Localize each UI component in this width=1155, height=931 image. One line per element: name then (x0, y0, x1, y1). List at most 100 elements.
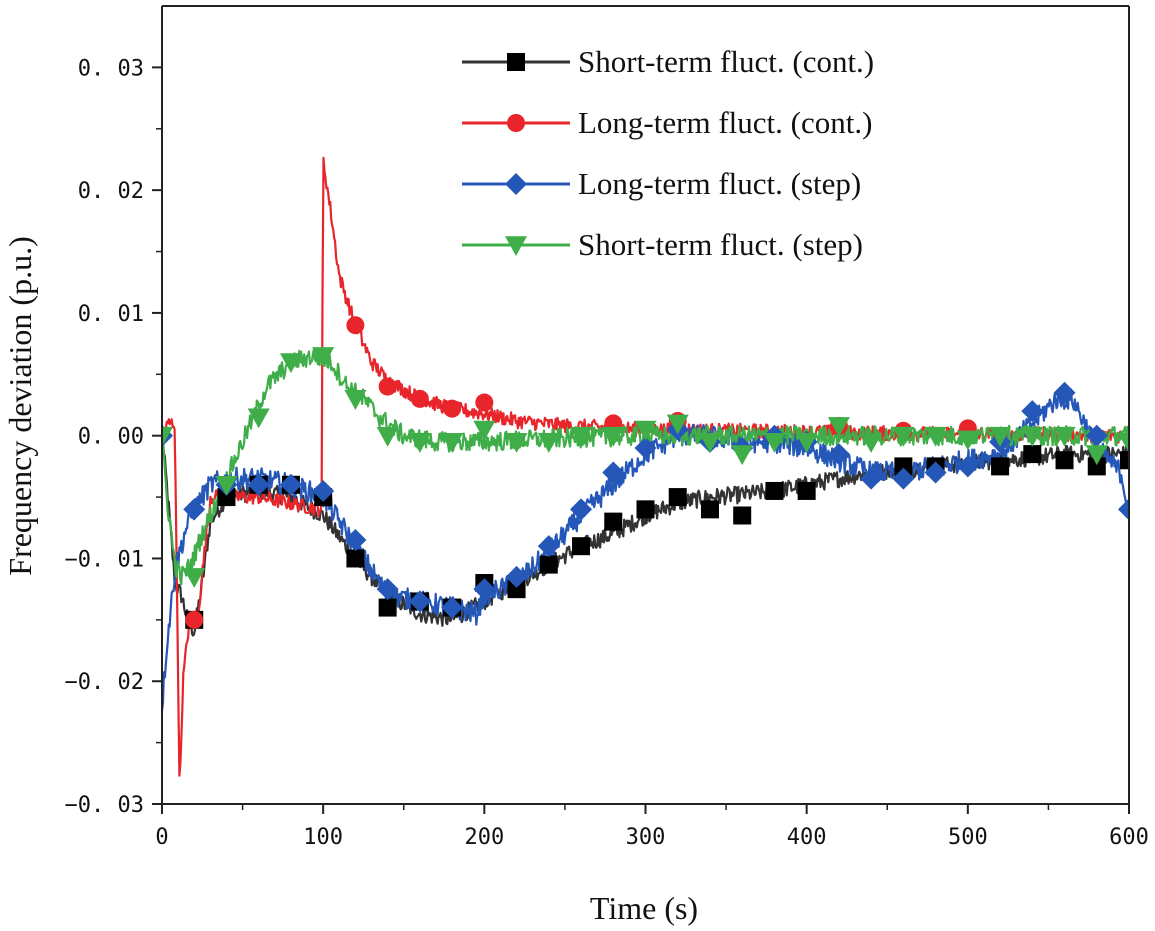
marker-s3-1 (183, 568, 206, 588)
marker-s2-5 (312, 479, 335, 502)
marker-s0-15 (668, 488, 687, 507)
x-tick-label-0: 0 (155, 825, 168, 850)
y-tick-label-3: 0. 00 (78, 425, 144, 450)
series-markers-3 (162, 347, 1129, 588)
marker-s0-19 (797, 481, 816, 500)
x-tick-label-1: 100 (303, 825, 343, 850)
y-tick-label-4: 0. 01 (78, 302, 144, 327)
marker-s3-24 (924, 426, 947, 447)
marker-s3-8 (408, 433, 431, 453)
legend-marker-3 (505, 236, 527, 256)
marker-s3-20 (795, 433, 818, 453)
legend-label-2: Long-term fluct. (step) (578, 166, 861, 201)
marker-s2-9 (441, 596, 464, 619)
legend-marker-2 (505, 173, 527, 195)
marker-s2-21 (827, 443, 850, 466)
marker-s0-23 (1023, 445, 1042, 464)
marker-s3-28 (1053, 426, 1076, 447)
marker-s3-12 (537, 433, 560, 453)
marker-s3-14 (602, 426, 625, 447)
marker-s2-27 (1021, 400, 1044, 423)
series-markers-2 (162, 381, 1129, 619)
marker-s2-23 (892, 467, 915, 490)
marker-s2-11 (505, 565, 528, 588)
marker-s3-2 (215, 476, 238, 496)
marker-s3-17 (698, 433, 721, 453)
marker-s2-24 (924, 461, 947, 484)
x-axis-title: Time (s) (590, 890, 698, 926)
marker-s3-29 (1085, 445, 1108, 466)
marker-s3-5 (312, 347, 335, 367)
marker-s3-22 (860, 433, 883, 453)
marker-s0-22 (991, 457, 1010, 476)
marker-s0-26 (1120, 451, 1129, 470)
marker-s3-7 (376, 426, 399, 447)
marker-s0-10 (507, 580, 526, 599)
marker-s2-7 (376, 578, 399, 601)
legend-label-3: Short-term fluct. (step) (578, 227, 863, 262)
marker-s0-18 (765, 481, 784, 500)
marker-s2-22 (860, 467, 883, 490)
marker-s2-6 (344, 529, 367, 552)
legend-marker-0 (507, 53, 525, 71)
marker-s3-10 (473, 420, 496, 441)
marker-s2-10 (473, 578, 496, 601)
x-tick-label-4: 400 (787, 825, 827, 850)
marker-s1-1 (346, 316, 365, 335)
marker-s3-18 (731, 445, 754, 466)
marker-s2-4 (279, 473, 302, 496)
marker-s3-6 (344, 390, 367, 410)
marker-s1-5 (475, 393, 494, 412)
marker-s3-23 (892, 426, 915, 447)
x-tick-label-5: 500 (948, 825, 988, 850)
x-tick-label-6: 600 (1109, 825, 1149, 850)
marker-s3-26 (989, 426, 1012, 447)
marker-s1-0 (185, 610, 204, 629)
marker-s3-11 (505, 433, 528, 453)
marker-s0-5 (346, 549, 365, 568)
marker-s3-30 (1118, 433, 1129, 453)
marker-s0-24 (1055, 451, 1074, 470)
x-tick-label-3: 300 (626, 825, 666, 850)
marker-s0-12 (572, 537, 591, 556)
marker-s0-25 (1087, 457, 1106, 476)
axes: 0 100 200 300 400 500 600 −0. 03 −0. 02 −0. 01 0. … (65, 5, 1149, 850)
marker-s0-11 (539, 555, 558, 574)
marker-s0-6 (378, 598, 397, 617)
marker-s2-28 (1053, 381, 1076, 404)
marker-s3-27 (1021, 426, 1044, 447)
marker-s0-13 (604, 512, 623, 531)
legend: Short-term fluct. (cont.) Long-term fluct… (462, 44, 874, 262)
marker-s3-13 (570, 426, 593, 447)
marker-s0-20 (894, 457, 913, 476)
y-tick-label-0: −0. 03 (65, 793, 144, 818)
marker-s0-16 (700, 500, 719, 519)
marker-s3-16 (666, 414, 689, 435)
marker-s3-3 (247, 408, 270, 429)
marker-s2-12 (537, 535, 560, 558)
marker-s3-0 (162, 426, 173, 447)
marker-s2-3 (247, 473, 270, 496)
marker-s2-14 (602, 461, 625, 484)
marker-s2-13 (570, 498, 593, 521)
marker-s1-3 (410, 389, 429, 408)
marker-s0-1 (217, 488, 236, 507)
marker-s2-15 (634, 436, 657, 459)
marker-s2-1 (183, 498, 206, 521)
legend-label-1: Long-term fluct. (cont.) (578, 105, 872, 140)
y-axis-title: Frequency deviation (p.u.) (2, 236, 38, 575)
marker-s0-17 (733, 506, 752, 525)
marker-s3-15 (634, 420, 657, 441)
y-tick-label-2: −0. 01 (65, 547, 144, 572)
marker-s3-4 (279, 353, 302, 374)
marker-s3-9 (441, 433, 464, 453)
y-tick-label-1: −0. 02 (65, 670, 144, 695)
marker-s1-4 (443, 399, 462, 418)
marker-s1-2 (378, 377, 397, 396)
y-tick-label-5: 0. 02 (78, 179, 144, 204)
marker-s0-14 (636, 500, 655, 519)
marker-s3-19 (763, 433, 786, 453)
plot-area (162, 156, 1129, 777)
legend-marker-1 (507, 114, 525, 132)
